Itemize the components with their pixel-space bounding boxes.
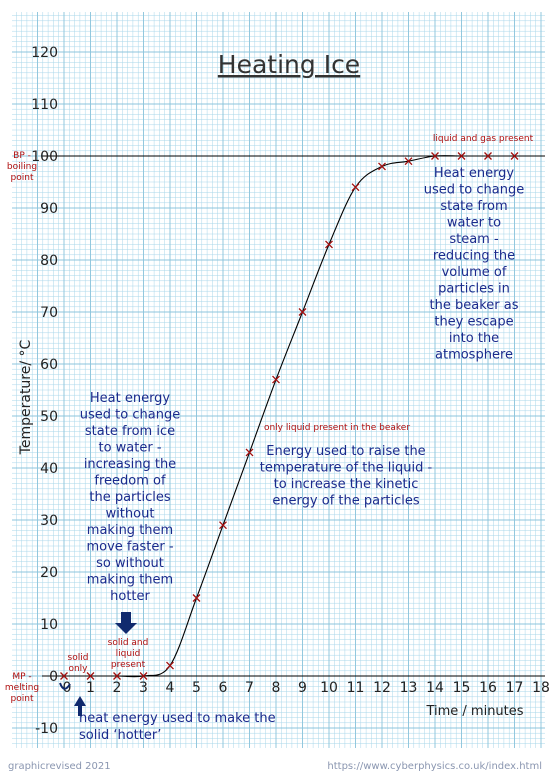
solid-heat-explanation: heat energy used to make the solid ‘hotte…	[79, 711, 276, 743]
marker-stroke	[404, 157, 413, 166]
x-tick-label: 2	[113, 680, 122, 696]
melting-explanation: Heat energy used to change state from ice t…	[80, 391, 180, 604]
y-tick-label: 90	[40, 201, 58, 217]
y-tick-label: 0	[49, 669, 58, 685]
marker-stroke	[484, 152, 492, 160]
x-axis-label: Time / minutes	[425, 704, 523, 719]
marker-stroke	[431, 152, 439, 160]
marker-stroke	[510, 152, 519, 160]
y-tick-label: 100	[31, 149, 58, 165]
data-point-marker	[139, 672, 148, 680]
x-tick-label: 17	[506, 680, 524, 696]
x-tick-label: 9	[298, 680, 307, 696]
y-tick-label: 10	[40, 617, 58, 633]
y-tick-label: 110	[31, 97, 58, 113]
marker-stroke	[113, 672, 121, 680]
x-tick-label: 4	[166, 680, 175, 696]
x-tick-label: 18	[532, 680, 550, 696]
y-tick-label: 120	[31, 45, 58, 61]
y-axis-label: Temperature/ °C	[18, 339, 34, 455]
solid-liquid-label: solid and liquid present	[108, 638, 149, 670]
x-tick-label: 1	[86, 680, 95, 696]
data-point-marker	[298, 308, 307, 316]
marker-stroke	[298, 308, 307, 316]
y-tick-label: 50	[40, 409, 58, 425]
chart-grid	[12, 12, 545, 748]
data-point-marker	[378, 162, 386, 171]
boiling-explanation: Heat energy used to change state from water…	[424, 166, 524, 363]
liquid-gas-label: liquid and gas present	[433, 134, 534, 144]
data-point-marker	[325, 240, 333, 249]
x-tick-label: 12	[373, 680, 391, 696]
x-tick-label: 14	[426, 680, 444, 696]
marker-stroke	[60, 672, 68, 680]
y-tick-label: 20	[40, 565, 58, 581]
data-point-marker	[351, 183, 360, 192]
data-point-marker	[166, 661, 174, 670]
marker-stroke	[192, 594, 201, 602]
bp-label: BP -boiling point	[7, 151, 37, 183]
x-tick-label: 7	[245, 680, 254, 696]
y-tick-label: 80	[40, 253, 58, 269]
marker-stroke	[139, 672, 148, 680]
y-tick-label: 70	[40, 305, 58, 321]
marker-stroke	[272, 375, 280, 384]
data-point-marker	[245, 448, 254, 457]
footer-url: https://www.cyberphysics.co.uk/index.htm…	[327, 761, 542, 772]
marker-stroke	[86, 672, 95, 680]
marker-stroke	[378, 162, 386, 171]
annotations-layer: BP -boiling point MP -melting point solid onl…	[5, 134, 534, 743]
x-tick-label: 3	[139, 680, 148, 696]
y-tick-label: 30	[40, 513, 58, 529]
down-arrow-icon	[115, 612, 137, 634]
x-tick-label: 11	[347, 680, 365, 696]
data-point-marker	[404, 157, 413, 166]
marker-stroke	[219, 521, 227, 530]
data-point-marker	[431, 152, 439, 160]
data-point-marker	[510, 152, 519, 160]
chart-title: Heating Ice	[218, 50, 360, 79]
origin-curl-icon	[59, 682, 71, 690]
x-tick-label: 6	[219, 680, 228, 696]
arrows-layer	[59, 612, 137, 716]
x-tick-label: 13	[400, 680, 418, 696]
y-tick-label: -10	[35, 721, 58, 737]
marker-stroke	[351, 183, 360, 192]
x-axis-tick-labels: 0 1 2 3 4 5 6 7 8 9 10 11 12 13 14 15 16 17 18	[63, 680, 550, 696]
data-point-marker	[219, 521, 227, 530]
data-point-marker	[192, 594, 201, 602]
data-point-marker	[113, 672, 121, 680]
marker-stroke	[245, 448, 254, 457]
y-tick-label: 60	[40, 357, 58, 373]
marker-stroke	[457, 152, 466, 160]
x-tick-label: 15	[453, 680, 471, 696]
marker-stroke	[325, 240, 333, 249]
data-point-marker	[86, 672, 95, 680]
data-point-marker	[457, 152, 466, 160]
x-tick-label: 10	[320, 680, 338, 696]
up-arrow-icon	[74, 696, 86, 716]
x-tick-label: 16	[479, 680, 497, 696]
data-point-marker	[272, 375, 280, 384]
liquid-only-label: only liquid present in the beaker	[264, 423, 410, 433]
x-tick-label: 5	[192, 680, 201, 696]
solid-only-label: solid only	[68, 653, 89, 674]
data-point-marker	[484, 152, 492, 160]
heating-explanation: Energy used to raise the temperature of t…	[260, 444, 433, 509]
data-markers-layer	[60, 152, 519, 680]
mp-label: MP -melting point	[5, 672, 39, 704]
marker-stroke	[166, 661, 174, 670]
x-tick-label: 8	[272, 680, 281, 696]
footer-credit: graphicrevised 2021	[8, 761, 111, 772]
data-point-marker	[60, 672, 68, 680]
y-tick-label: 40	[40, 461, 58, 477]
y-axis-tick-labels: -10 0 10 20 30 40 50 60 70 80 90 100 110 120	[31, 45, 58, 737]
